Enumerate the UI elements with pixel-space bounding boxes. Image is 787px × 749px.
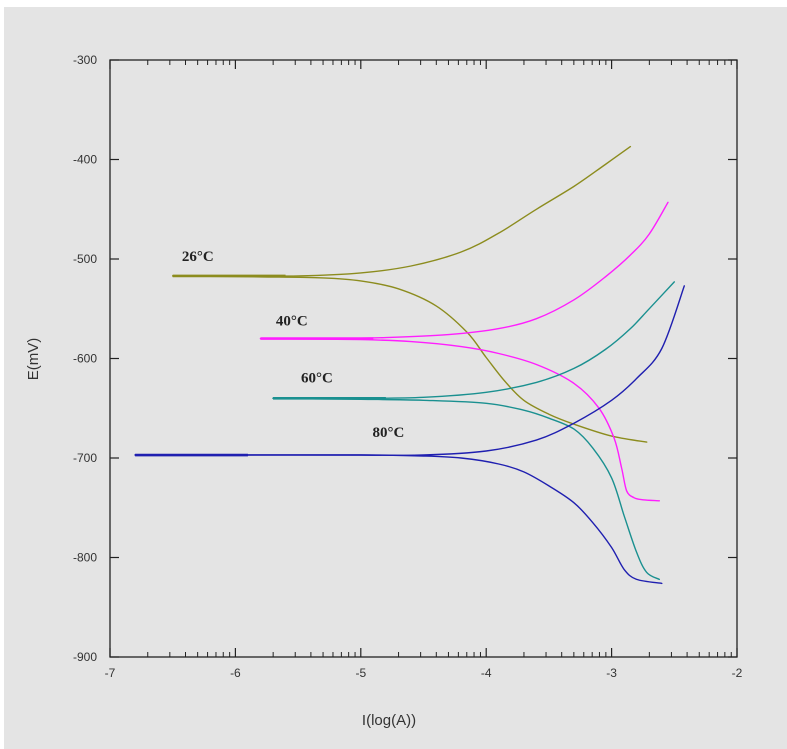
y-tick-label: -900 (73, 650, 97, 664)
polarization-chart: -7 -6 -5 -4 -3 -2 -300 -400 -500 -600 -700 -800 -900… (25, 53, 743, 729)
series-curve-1-cathodic (259, 337, 660, 502)
x-tick-label: -5 (355, 666, 366, 680)
plot-area-border (109, 59, 738, 658)
series-layer (134, 145, 685, 585)
series-label: 26°C (182, 249, 214, 265)
series-curve-3-cathodic (134, 454, 663, 585)
series-curve-3-anodic (134, 285, 685, 457)
series-curve-0-cathodic (172, 275, 648, 443)
x-tick-label: -7 (105, 666, 116, 680)
axis-ticks (109, 59, 738, 658)
y-tick-label: -800 (73, 551, 97, 565)
series-curve-0-anodic (172, 145, 632, 277)
y-tick-label: -400 (73, 153, 97, 167)
series-label: 40°C (276, 314, 308, 330)
y-tick-label: -500 (73, 252, 97, 266)
x-axis-title: I(log(A)) (362, 712, 416, 729)
x-tick-label: -3 (606, 666, 617, 680)
y-tick-label: -300 (73, 53, 97, 67)
y-axis-title: E(mV) (25, 338, 42, 381)
series-labels: 26°C 40°C 60°C 80°C (182, 249, 404, 441)
series-curve-1-anodic (259, 201, 669, 340)
series-curve-2-cathodic (272, 397, 660, 581)
y-tick-label: -600 (73, 352, 97, 366)
x-tick-label: -6 (230, 666, 241, 680)
x-tick-label: -4 (481, 666, 492, 680)
y-tick-label: -700 (73, 451, 97, 465)
tick-labels: -7 -6 -5 -4 -3 -2 -300 -400 -500 -600 -700 -800 -900 (73, 53, 743, 680)
series-label: 80°C (372, 425, 404, 441)
series-label: 60°C (301, 370, 333, 386)
x-tick-label: -2 (732, 666, 743, 680)
chart-frame: -7 -6 -5 -4 -3 -2 -300 -400 -500 -600 -700 -800 -900… (4, 7, 787, 749)
